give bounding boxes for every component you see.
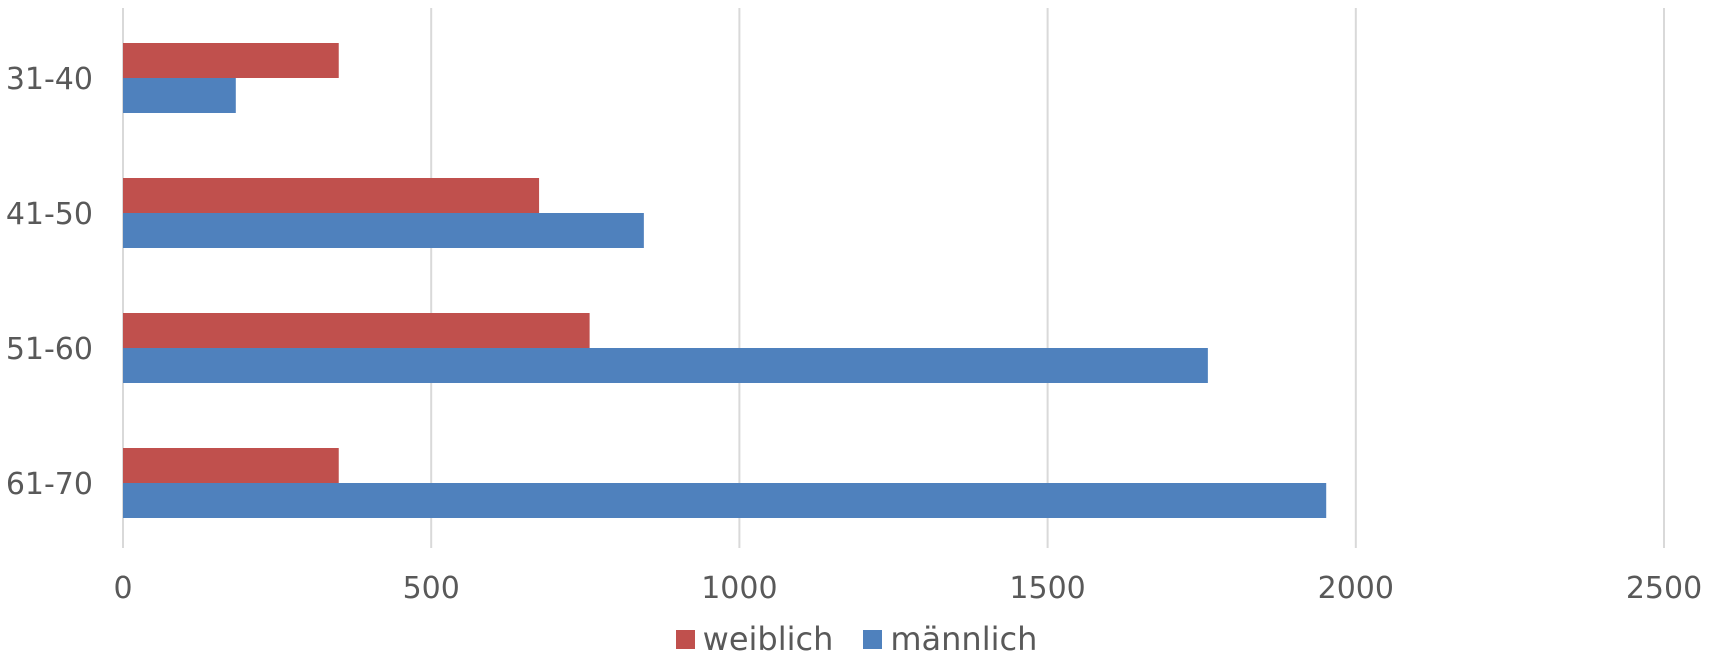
category-label: 51-60 xyxy=(6,332,93,367)
category-label: 61-70 xyxy=(6,467,93,502)
legend-label-weiblich: weiblich xyxy=(702,620,834,658)
x-tick-label: 0 xyxy=(113,571,132,606)
bar-61-70-maennlich xyxy=(123,483,1327,518)
legend-label-maennlich: männlich xyxy=(890,620,1038,658)
x-tick-label: 500 xyxy=(403,571,460,606)
x-tick-label: 1000 xyxy=(701,571,777,606)
category-label: 41-50 xyxy=(6,197,93,232)
legend-item-maennlich: männlich xyxy=(863,620,1037,658)
legend-swatch-weiblich xyxy=(675,629,695,649)
x-tick-label: 2500 xyxy=(1626,571,1702,606)
x-tick-label: 2000 xyxy=(1318,571,1394,606)
legend-swatch-maennlich xyxy=(863,629,883,649)
category-label: 31-40 xyxy=(6,62,93,97)
bar-61-70-weiblich xyxy=(123,448,339,483)
legend-item-weiblich: weiblich xyxy=(675,620,834,658)
bar-51-60-weiblich xyxy=(123,313,590,348)
bar-31-40-weiblich xyxy=(123,43,339,78)
bar-41-50-weiblich xyxy=(123,178,540,213)
bar-31-40-maennlich xyxy=(123,78,236,113)
chart-legend: weiblich männlich xyxy=(0,620,1713,658)
bar-51-60-maennlich xyxy=(123,348,1208,383)
x-tick-label: 1500 xyxy=(1009,571,1085,606)
bar-41-50-maennlich xyxy=(123,213,644,248)
